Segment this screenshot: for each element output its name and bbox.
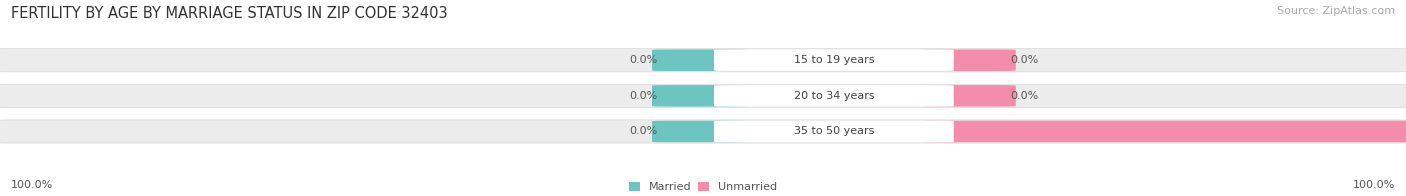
FancyBboxPatch shape	[714, 121, 953, 142]
Text: 0.0%: 0.0%	[630, 91, 658, 101]
Legend: Married, Unmarried: Married, Unmarried	[628, 181, 778, 192]
Text: 0.0%: 0.0%	[630, 55, 658, 65]
Text: 100.0%: 100.0%	[1353, 180, 1395, 190]
Text: FERTILITY BY AGE BY MARRIAGE STATUS IN ZIP CODE 32403: FERTILITY BY AGE BY MARRIAGE STATUS IN Z…	[11, 6, 449, 21]
Text: 35 to 50 years: 35 to 50 years	[794, 126, 875, 136]
FancyBboxPatch shape	[652, 121, 747, 142]
FancyBboxPatch shape	[0, 49, 1406, 72]
FancyBboxPatch shape	[921, 85, 1015, 107]
FancyBboxPatch shape	[921, 121, 1406, 142]
FancyBboxPatch shape	[652, 49, 747, 71]
Text: 0.0%: 0.0%	[630, 126, 658, 136]
Text: 0.0%: 0.0%	[1011, 55, 1039, 65]
Text: 100.0%: 100.0%	[11, 180, 53, 190]
Text: Source: ZipAtlas.com: Source: ZipAtlas.com	[1277, 6, 1395, 16]
FancyBboxPatch shape	[652, 85, 747, 107]
Text: 15 to 19 years: 15 to 19 years	[793, 55, 875, 65]
Text: 0.0%: 0.0%	[1011, 91, 1039, 101]
FancyBboxPatch shape	[714, 49, 953, 71]
FancyBboxPatch shape	[0, 120, 1406, 143]
Text: 20 to 34 years: 20 to 34 years	[793, 91, 875, 101]
FancyBboxPatch shape	[921, 49, 1015, 71]
FancyBboxPatch shape	[0, 84, 1406, 107]
FancyBboxPatch shape	[714, 85, 953, 107]
